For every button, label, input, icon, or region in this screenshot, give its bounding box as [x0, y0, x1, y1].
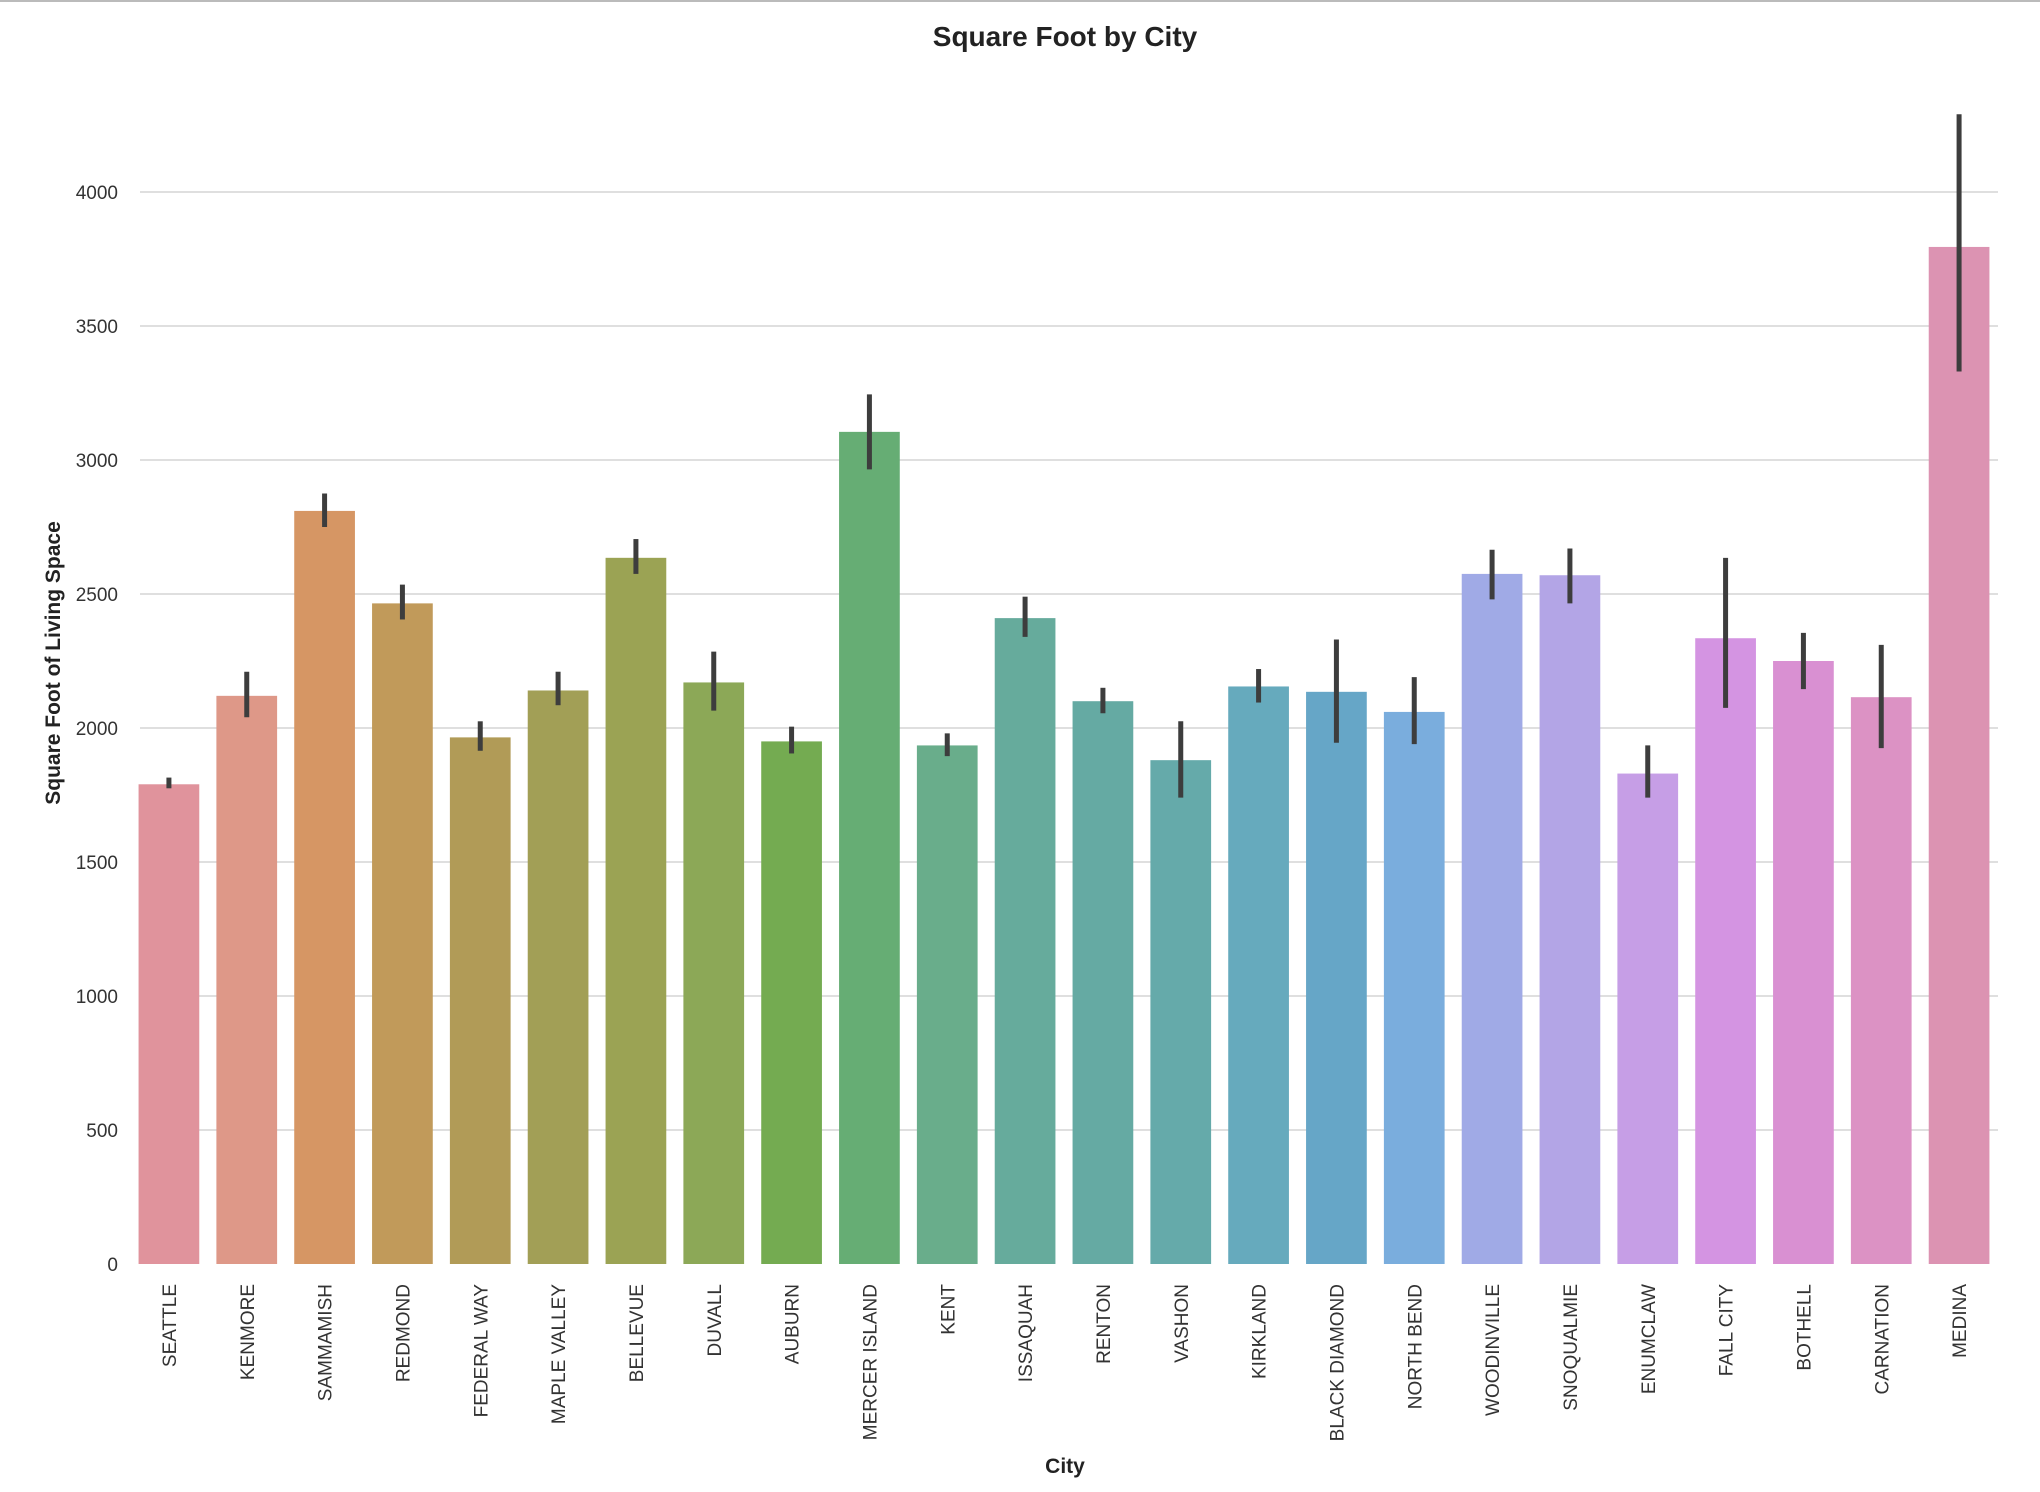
bar — [605, 557, 667, 1264]
bar — [372, 603, 433, 1264]
bar — [294, 510, 355, 1264]
bar — [1539, 575, 1601, 1264]
bar — [216, 695, 278, 1264]
x-tick-label: MEDINA — [1950, 1284, 1971, 1358]
bar — [1928, 246, 1990, 1264]
x-tick-label: ENUMCLAW — [1639, 1284, 1660, 1394]
x-tick-label: SAMMAMISH — [316, 1284, 337, 1401]
y-axis-title: Square Foot of Living Space — [42, 521, 65, 805]
x-tick-label: RENTON — [1094, 1284, 1115, 1364]
x-tick-label: BLACK DIAMOND — [1327, 1284, 1348, 1441]
x-tick-label: SNOQUALMIE — [1561, 1284, 1582, 1411]
x-tick-label: FALL CITY — [1717, 1284, 1738, 1377]
y-tick-label: 500 — [86, 1121, 118, 1142]
bar — [1461, 573, 1523, 1264]
x-tick-label: KENT — [938, 1284, 959, 1335]
x-tick-label: BOTHELL — [1794, 1284, 1815, 1371]
x-tick-label: KENMORE — [238, 1284, 259, 1380]
x-tick-label: ISSAQUAH — [1016, 1284, 1037, 1382]
bar — [994, 618, 1056, 1264]
x-tick-label: KIRKLAND — [1250, 1284, 1271, 1379]
x-tick-label: NORTH BEND — [1405, 1284, 1426, 1409]
y-tick-label: 2500 — [76, 585, 118, 606]
x-tick-label: SEATTLE — [160, 1284, 181, 1367]
x-tick-label: DUVALL — [705, 1284, 726, 1357]
y-tick-label: 4000 — [76, 183, 118, 204]
y-tick-label: 3500 — [76, 317, 118, 338]
bar — [683, 682, 745, 1264]
x-tick-label: WOODINVILLE — [1483, 1284, 1504, 1416]
x-tick-label: MAPLE VALLEY — [549, 1284, 570, 1424]
bar — [1617, 773, 1679, 1264]
bar — [839, 431, 900, 1264]
x-tick-label: CARNATION — [1872, 1284, 1893, 1394]
bar — [1773, 661, 1834, 1264]
bar — [1150, 760, 1212, 1264]
gridlines — [140, 191, 1998, 1131]
x-tick-label: FEDERAL WAY — [471, 1284, 492, 1418]
bar — [527, 690, 589, 1264]
error-bars — [166, 114, 1962, 798]
x-tick-label: VASHON — [1172, 1284, 1193, 1363]
y-tick-labels: 0 500 1000 1500 2000 2500 3000 3500 4000 — [76, 183, 118, 1276]
bar — [1228, 686, 1289, 1264]
y-tick-label: 0 — [107, 1255, 118, 1276]
x-tick-label: BELLEVUE — [627, 1284, 648, 1382]
x-tick-label: AUBURN — [783, 1284, 804, 1364]
bar — [449, 737, 511, 1264]
chart-title: Square Foot by City — [933, 21, 1198, 52]
bar — [1695, 638, 1756, 1264]
x-tick-label: MERCER ISLAND — [860, 1284, 881, 1440]
y-tick-label: 3000 — [76, 451, 118, 472]
y-tick-label: 1500 — [76, 853, 118, 874]
x-tick-label: REDMOND — [393, 1284, 414, 1382]
bar — [1072, 701, 1134, 1264]
bar — [138, 784, 200, 1264]
y-tick-label: 2000 — [76, 719, 118, 740]
x-tick-labels: SEATTLE KENMORE SAMMAMISH REDMOND FEDERAL WA… — [160, 1284, 1971, 1442]
bars — [138, 246, 1990, 1264]
x-axis-title: City — [1045, 1455, 1085, 1478]
bar — [761, 741, 822, 1264]
bar — [1850, 697, 1912, 1264]
y-tick-label: 1000 — [76, 987, 118, 1008]
bar — [1306, 691, 1367, 1264]
bar — [916, 745, 978, 1264]
bar — [1383, 711, 1445, 1264]
